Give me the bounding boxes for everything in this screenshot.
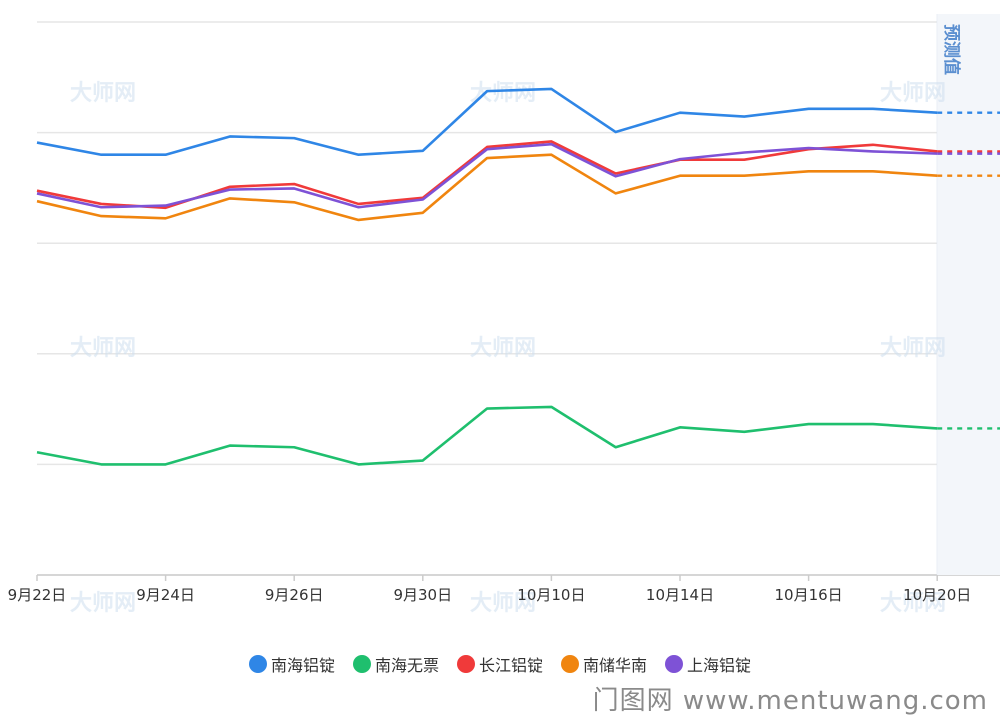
- series-layer: [36, 87, 1000, 466]
- legend-item[interactable]: 南海铝锭: [248, 652, 335, 676]
- legend-item[interactable]: 南储华南: [561, 652, 647, 676]
- x-tick-label: 9月26日: [265, 586, 324, 604]
- legend-label: 南储华南: [583, 656, 648, 675]
- logo-watermark: 大师网: [880, 590, 946, 616]
- legend-dot: [248, 655, 267, 673]
- legend-label: 南海无票: [374, 656, 439, 675]
- x-tick-label: 9月30日: [393, 586, 452, 604]
- legend-dot: [561, 655, 579, 673]
- x-tick-label: 10月10日: [517, 586, 585, 604]
- grid-lines: [37, 14, 1000, 576]
- logo-watermark: 大师网: [470, 80, 536, 106]
- legend-item[interactable]: 南海无票: [352, 652, 439, 676]
- x-tick-label: 9月22日: [8, 586, 67, 604]
- legend-label: 上海铝锭: [687, 656, 752, 675]
- legend-dot: [352, 655, 371, 673]
- x-tick-label: 10月20日: [903, 586, 971, 604]
- legend: 南海铝锭 南海无票 长江铝锭 南储华南 上海铝锭: [0, 652, 1000, 676]
- legend-label: 南海铝锭: [270, 656, 335, 675]
- legend-item[interactable]: 上海铝锭: [665, 652, 751, 676]
- site-watermark: 门图网 www.mentuwang.com: [592, 686, 988, 716]
- series-line-0: [36, 87, 938, 157]
- logo-watermark: 大师网: [470, 335, 536, 361]
- forecast-region: [937, 14, 1000, 575]
- x-tick-label: 9月24日: [136, 586, 195, 604]
- series-line-1: [36, 405, 938, 466]
- forecast-label: 预测值: [941, 24, 962, 75]
- logo-watermark: 大师网: [70, 335, 136, 361]
- legend-dot: [456, 655, 475, 673]
- series-line-4: [36, 142, 938, 209]
- logo-watermark: 大师网: [70, 80, 136, 106]
- series-line-3: [36, 153, 938, 222]
- legend-dot: [665, 655, 684, 673]
- logo-watermark: 大师网: [470, 590, 536, 616]
- series-line-2: [36, 140, 938, 210]
- logo-watermark: 大师网: [70, 590, 136, 616]
- logo-watermark: 大师网: [880, 335, 946, 361]
- x-tick-label: 10月14日: [646, 586, 714, 604]
- legend-label: 长江铝锭: [478, 656, 543, 675]
- logo-watermark: 大师网: [880, 80, 946, 106]
- x-axis-ticks: 9月22日 9月24日 9月26日 9月30日 10月10日 10月14日 10月16日 10…: [8, 575, 971, 604]
- x-tick-label: 10月16日: [775, 586, 843, 604]
- legend-item[interactable]: 长江铝锭: [456, 652, 543, 676]
